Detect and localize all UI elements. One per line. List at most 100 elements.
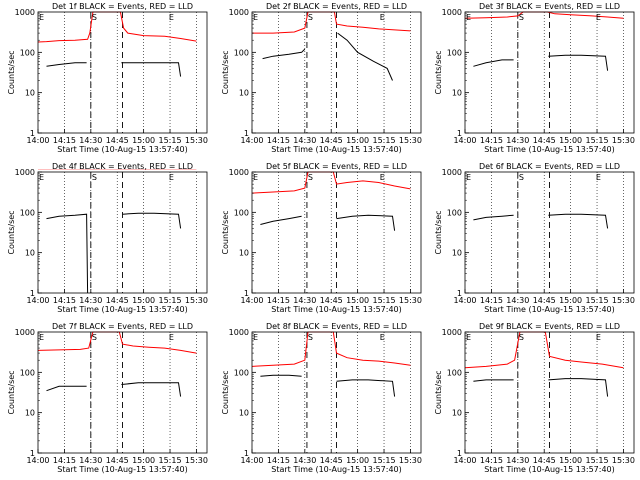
events-rate-series [473, 54, 609, 71]
x-tick-label: 14:00 [26, 456, 49, 465]
y-tick-label: 10 [452, 89, 462, 98]
x-axis-label: Start Time (10-Aug-15 13:57:40) [57, 305, 188, 314]
x-tick-label: 14:00 [453, 296, 476, 305]
x-tick-label: 14:15 [53, 296, 76, 305]
y-tick-label: 10 [452, 249, 462, 258]
x-tick-label: 14:15 [53, 136, 76, 145]
x-tick-label: 14:15 [480, 456, 503, 465]
marker-label: S [308, 13, 313, 22]
y-tick-label: 100 [447, 208, 462, 217]
y-tick-label: 1 [457, 129, 462, 138]
x-tick-label: 15:00 [346, 456, 369, 465]
plot-frame [37, 11, 208, 134]
x-tick-label: 14:15 [480, 296, 503, 305]
x-tick-label: 14:15 [267, 296, 290, 305]
marker-label: E [169, 333, 174, 342]
x-tick-label: 14:30 [293, 456, 316, 465]
x-axis-label: Start Time (10-Aug-15 13:57:40) [271, 465, 402, 474]
x-tick-label: 15:00 [346, 136, 369, 145]
y-axis-label: Counts/sec [434, 370, 443, 414]
y-tick-label: 100 [234, 368, 249, 377]
plot-frame [37, 331, 208, 454]
y-tick-label: 100 [447, 48, 462, 57]
marker-label: S [92, 173, 97, 182]
events-rate-series [473, 378, 609, 397]
panel-4: Det 4f BLACK = Events, RED = LLD E S E 1 10 10… [7, 162, 208, 314]
lld-rate-series [252, 331, 411, 367]
x-tick-label: 15:15 [373, 456, 396, 465]
x-tick-label: 15:00 [132, 296, 155, 305]
panel-title: Det 4f BLACK = Events, RED = LLD [52, 162, 193, 171]
y-tick-label: 1000 [229, 328, 249, 337]
events-rate-series [262, 32, 393, 81]
x-tick-label: 14:30 [506, 456, 529, 465]
x-tick-label: 14:45 [320, 136, 343, 145]
x-axis-label: Start Time (10-Aug-15 13:57:40) [271, 145, 402, 154]
marker-label: E [169, 13, 174, 22]
x-tick-label: 15:15 [159, 296, 182, 305]
x-tick-label: 14:30 [506, 296, 529, 305]
x-tick-label: 14:45 [533, 296, 556, 305]
y-tick-label: 100 [447, 368, 462, 377]
y-tick-label: 100 [234, 208, 249, 217]
y-tick-label: 100 [234, 48, 249, 57]
plot-frame [251, 11, 422, 134]
x-tick-label: 14:30 [79, 136, 102, 145]
x-tick-label: 14:00 [26, 136, 49, 145]
marker-label: S [519, 173, 524, 182]
x-tick-label: 15:15 [373, 136, 396, 145]
x-tick-label: 14:15 [53, 456, 76, 465]
plot-frame [251, 331, 422, 454]
panel-title: Det 6f BLACK = Events, RED = LLD [479, 162, 620, 171]
marker-label: E [380, 13, 385, 22]
x-axis-label: Start Time (10-Aug-15 13:57:40) [484, 145, 615, 154]
x-tick-label: 15:30 [399, 136, 422, 145]
y-tick-label: 1 [30, 289, 35, 298]
x-tick-label: 14:00 [26, 296, 49, 305]
marker-label: E [596, 13, 601, 22]
y-axis-label: Counts/sec [434, 50, 443, 94]
x-tick-label: 15:30 [185, 136, 208, 145]
events-rate-series [260, 214, 396, 231]
x-tick-label: 14:45 [320, 296, 343, 305]
lld-rate-series [252, 171, 411, 194]
y-tick-label: 1000 [229, 168, 249, 177]
panel-5: Det 5f BLACK = Events, RED = LLD E S E 1 10 10… [221, 162, 422, 314]
x-tick-label: 15:15 [159, 136, 182, 145]
lld-rate-series [252, 11, 411, 34]
x-tick-label: 14:00 [453, 456, 476, 465]
x-tick-label: 15:30 [399, 456, 422, 465]
x-tick-label: 14:30 [293, 136, 316, 145]
x-tick-label: 14:00 [240, 456, 263, 465]
panel-1: Det 1f BLACK = Events, RED = LLD E S E 1 10 10… [7, 2, 208, 154]
y-tick-label: 1000 [15, 168, 35, 177]
marker-label: S [519, 13, 524, 22]
x-tick-label: 14:45 [106, 456, 129, 465]
plot-frame [37, 171, 208, 294]
x-tick-label: 15:30 [612, 136, 635, 145]
panel-title: Det 7f BLACK = Events, RED = LLD [52, 322, 193, 331]
marker-label: E [466, 333, 471, 342]
marker-label: E [596, 333, 601, 342]
x-tick-label: 14:15 [267, 456, 290, 465]
y-tick-label: 1000 [442, 328, 462, 337]
y-tick-label: 100 [20, 48, 35, 57]
x-tick-label: 15:30 [185, 456, 208, 465]
marker-label: S [92, 333, 97, 342]
panel-title: Det 9f BLACK = Events, RED = LLD [479, 322, 620, 331]
marker-label: E [596, 173, 601, 182]
y-tick-label: 100 [20, 368, 35, 377]
y-tick-label: 10 [239, 409, 249, 418]
y-axis-label: Counts/sec [7, 210, 16, 254]
marker-label: E [253, 173, 258, 182]
x-axis-label: Start Time (10-Aug-15 13:57:40) [57, 465, 188, 474]
marker-label: S [519, 333, 524, 342]
y-axis-label: Counts/sec [221, 370, 230, 414]
x-tick-label: 14:15 [480, 136, 503, 145]
y-tick-label: 1 [30, 129, 35, 138]
panel-title: Det 2f BLACK = Events, RED = LLD [266, 2, 407, 11]
plot-frame [464, 171, 635, 294]
x-tick-label: 15:15 [586, 136, 609, 145]
marker-label: E [466, 13, 471, 22]
